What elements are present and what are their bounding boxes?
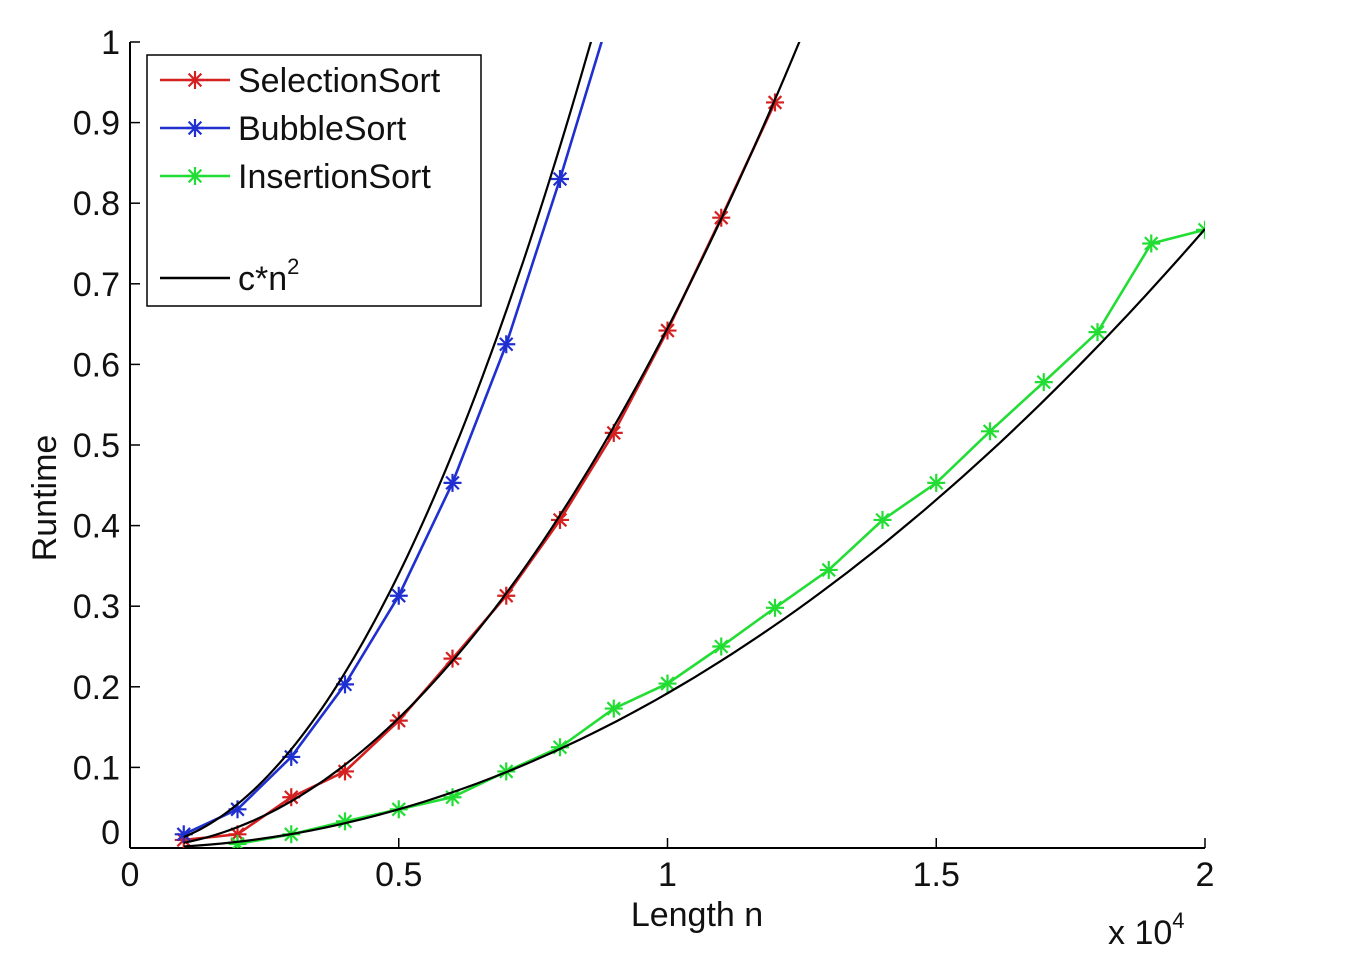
y-tick-label: 1 — [101, 24, 120, 62]
y-axis-label: Runtime — [26, 435, 64, 562]
data-point-bubblesort — [443, 473, 462, 492]
data-point-insertionsort — [1088, 323, 1107, 342]
data-point-insertionsort — [712, 637, 731, 656]
y-tick-label: 0 — [101, 814, 120, 852]
data-point-insertionsort — [927, 473, 946, 492]
data-point-insertionsort — [766, 598, 784, 617]
legend-label-superscript: 2 — [287, 254, 299, 279]
x-tick-label: 0.5 — [375, 856, 422, 894]
data-point-bubblesort — [605, 0, 623, 11]
y-tick-label: 0.8 — [73, 185, 120, 223]
legend: SelectionSort BubbleSort InsertionSort c*n2 — [146, 54, 482, 307]
legend-label-bubblesort: BubbleSort — [238, 110, 407, 148]
y-tick-label: 0.4 — [73, 508, 120, 546]
data-point-insertionsort — [819, 560, 838, 579]
y-tick-label: 0.1 — [73, 749, 120, 787]
fit-curve-3 — [183, 228, 1205, 848]
data-point-selectionsort — [389, 711, 408, 730]
x-tick-label: 0 — [121, 856, 140, 894]
data-point-insertionsort — [336, 812, 354, 831]
y-tick-label: 0.9 — [73, 105, 120, 143]
x-multiplier-base: x 10 — [1108, 914, 1172, 952]
axes: 0 0.1 0.2 0.3 0.4 0.5 0.6 0.7 0.8 0.9 1 0 0.5 1 1.5 2 — [73, 24, 1215, 894]
data-point-bubblesort — [389, 586, 408, 605]
data-point-bubblesort — [551, 170, 569, 189]
x-tick-label: 1.5 — [913, 856, 960, 894]
y-tick-label: 0.3 — [73, 588, 120, 626]
fit-curve-2 — [183, 42, 801, 844]
data-point-insertionsort — [658, 674, 677, 693]
fit-curve-1 — [183, 42, 593, 839]
x-multiplier-exponent: 4 — [1172, 908, 1184, 933]
data-point-selectionsort — [766, 93, 784, 112]
data-point-insertionsort — [1142, 234, 1161, 253]
data-point-insertionsort — [1034, 373, 1053, 392]
series-line-insertionsort — [237, 228, 1205, 846]
y-tick-label: 0.5 — [73, 427, 120, 465]
x-tick-label: 2 — [1196, 856, 1215, 894]
y-tick-label: 0.6 — [73, 346, 120, 384]
legend-box — [146, 54, 482, 307]
x-axis-label: Length n — [631, 896, 763, 934]
data-point-insertionsort — [981, 422, 999, 441]
data-point-insertionsort — [551, 738, 569, 757]
data-point-insertionsort — [228, 834, 247, 848]
legend-label-insertionsort: InsertionSort — [238, 158, 431, 196]
legend-marker-selectionsort — [186, 71, 204, 89]
y-tick-label: 0.7 — [73, 266, 120, 304]
data-point-insertionsort — [873, 510, 892, 529]
data-point-bubblesort — [497, 335, 516, 354]
legend-marker-bubblesort — [186, 119, 204, 137]
legend-label-c-n: c*n2 — [238, 254, 299, 298]
legend-label-selectionsort: SelectionSort — [238, 62, 441, 100]
series-layer — [174, 0, 1205, 848]
x-tick-label: 1 — [658, 856, 677, 894]
x-multiplier-label: x 104 — [1108, 908, 1185, 952]
legend-marker-insertionsort — [186, 167, 204, 185]
data-point-insertionsort — [604, 699, 623, 718]
y-tick-label: 0.2 — [73, 669, 120, 707]
